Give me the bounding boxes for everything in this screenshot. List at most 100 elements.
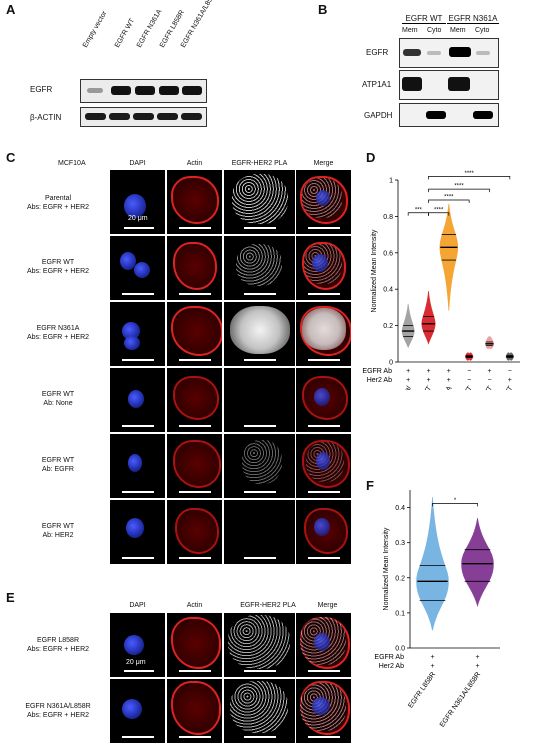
merge-image <box>296 236 351 300</box>
pla-image <box>224 302 295 366</box>
scale-bar-label: 20 μm <box>128 215 148 222</box>
y-tick-label: 0.0 <box>395 646 405 653</box>
her2-ab-sign: − <box>467 377 471 384</box>
egfr-ab-sign: + <box>426 368 430 375</box>
lane-label: EGFR N361A/L858R <box>179 0 219 49</box>
row-label: EGFR N361A/L858R Abs: EGFR + HER2 <box>25 703 91 719</box>
egfr-ab-sign: + <box>487 368 491 375</box>
merge-image <box>296 500 351 564</box>
category-label: EGFR L858R <box>407 671 437 709</box>
lane-label: EGFR WT <box>113 17 137 49</box>
egfr-fraction-strip <box>399 38 499 68</box>
category-label: EGFR N361A/L858R <box>439 671 482 729</box>
egfr-ab-sign: − <box>467 368 471 375</box>
egfr-ab-sign: − <box>508 368 512 375</box>
row-label: Parental Abs: EGFR + HER2 <box>26 195 90 211</box>
significance-stars: * <box>454 498 457 504</box>
category-label: Parental <box>392 385 413 390</box>
pla-image <box>224 679 295 743</box>
y-axis-label: Normalized Mean Intensity <box>383 527 390 610</box>
group-label: EGFR WT <box>402 14 446 24</box>
violin-body <box>439 203 459 312</box>
pla-image <box>224 500 295 564</box>
column-header-pla: EGFR-HER2 PLA <box>231 160 288 167</box>
y-axis-label: Normalized Mean Intensity <box>371 229 378 312</box>
violin-body <box>484 336 495 350</box>
row-label-egfr: EGFR <box>30 85 53 94</box>
dapi-image <box>110 679 165 743</box>
row-label-her2-ab: Her2 Ab <box>367 377 392 384</box>
y-tick-label: 0.2 <box>395 575 405 582</box>
column-header-actin: Actin <box>186 602 203 609</box>
row-label: EGFR WT Ab: HER2 <box>41 523 75 539</box>
group-label: EGFR N361A <box>447 14 499 24</box>
merge-image <box>296 302 351 366</box>
panel-label-c: C <box>6 150 16 165</box>
column-header-actin: Actin <box>186 160 203 167</box>
merge-image <box>296 170 351 234</box>
her2-ab-sign: + <box>447 377 451 384</box>
row-label-egfr-ab: EGFR Ab <box>362 368 392 375</box>
row-label-gapdh: GAPDH <box>364 111 393 120</box>
panel-label-b: B <box>318 2 328 17</box>
y-tick-label: 0.2 <box>383 323 393 330</box>
fraction-label: Cyto <box>427 27 442 34</box>
actin-blot-strip <box>80 107 207 127</box>
her2-ab-sign: + <box>406 377 410 384</box>
row-label-egfr: EGFR <box>366 48 389 57</box>
dapi-image <box>110 368 165 432</box>
lane-label: Empty vector <box>81 10 109 50</box>
row-label: EGFR L858R Abs: EGFR + HER2 <box>26 637 90 653</box>
violin-body <box>421 290 436 345</box>
row-label-egfr-ab: EGFR Ab <box>374 654 404 661</box>
violin-body <box>416 497 449 631</box>
row-label: EGFR WT Ab: None <box>41 391 75 407</box>
pla-image <box>224 434 295 498</box>
significance-bracket <box>428 199 470 204</box>
merge-image <box>296 434 351 498</box>
actin-image <box>167 170 222 234</box>
egfr-ab-sign: + <box>475 654 479 661</box>
pla-image <box>224 170 295 234</box>
pla-image <box>224 236 295 300</box>
significance-stars: **** <box>454 184 464 190</box>
fraction-label: Cyto <box>475 27 490 34</box>
significance-stars: *** <box>415 207 423 213</box>
her2-ab-sign: + <box>475 663 479 670</box>
dapi-image <box>110 302 165 366</box>
dapi-image: 20 μm <box>110 170 165 234</box>
her2-ab-sign: + <box>430 663 434 670</box>
dapi-image <box>110 434 165 498</box>
y-tick-label: 0.4 <box>383 287 393 294</box>
merge-image <box>296 613 351 677</box>
actin-image <box>167 434 222 498</box>
dapi-image: 20 μm <box>110 613 165 677</box>
violin-chart-d: 0 0.2 0.4 0.6 0.8 1 Normalized Mean Intensity E… <box>362 171 520 390</box>
egfr-ab-sign: + <box>447 368 451 375</box>
egfr-ab-sign: + <box>406 368 410 375</box>
panel-label-f: F <box>366 478 374 493</box>
significance-bracket <box>428 188 490 193</box>
actin-image <box>167 236 222 300</box>
her2-ab-sign: + <box>508 377 512 384</box>
violin-body <box>461 518 494 608</box>
column-header-dapi: DAPI <box>129 160 146 167</box>
egfr-blot-strip <box>80 79 207 103</box>
y-tick-label: 0.6 <box>383 250 393 257</box>
row-label: EGFR WT Ab: EGFR <box>41 457 75 473</box>
significance-stars: **** <box>444 195 454 201</box>
gapdh-fraction-strip <box>399 103 499 127</box>
fraction-label: Mem <box>402 27 418 34</box>
column-header-pla: EGFR-HER2 PLA <box>240 602 296 609</box>
y-tick-label: 0.4 <box>395 505 405 512</box>
y-tick-label: 0.8 <box>383 214 393 221</box>
y-tick-label: 0.3 <box>395 540 405 547</box>
actin-image <box>167 368 222 432</box>
significance-bracket <box>432 502 478 507</box>
column-header-merge: Merge <box>313 160 334 167</box>
pla-image <box>224 368 295 432</box>
significance-bracket <box>428 212 450 216</box>
panel-label-a: A <box>6 2 16 17</box>
merge-image <box>296 679 351 743</box>
significance-stars: **** <box>434 207 444 213</box>
